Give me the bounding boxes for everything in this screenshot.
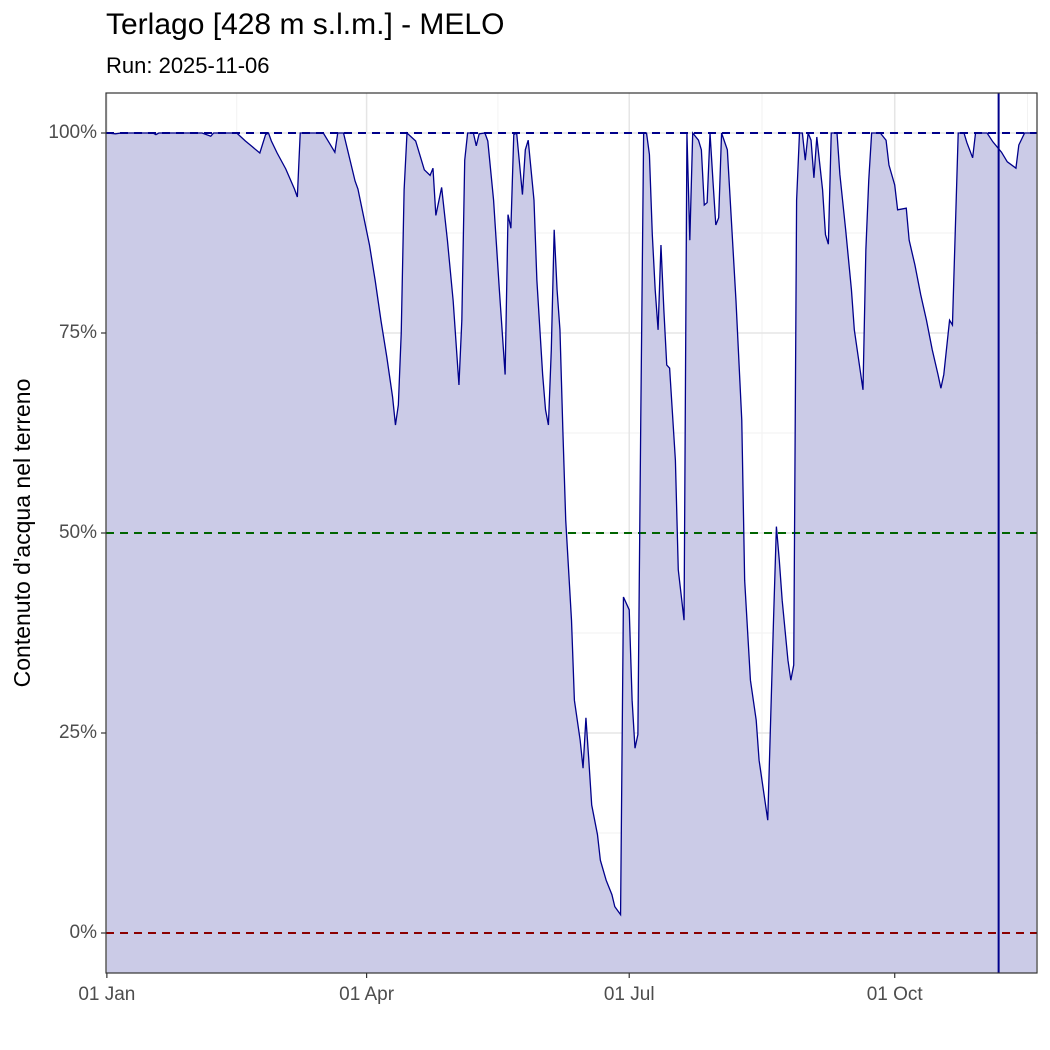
chart-title: Terlago [428 m s.l.m.] - MELO bbox=[106, 8, 504, 41]
x-tick-label: 01 Oct bbox=[867, 984, 924, 1005]
x-tick-label: 01 Jul bbox=[604, 984, 655, 1005]
chart-subtitle: Run: 2025-11-06 bbox=[106, 53, 270, 78]
y-tick-label: 100% bbox=[48, 122, 97, 143]
x-tick-label: 01 Apr bbox=[339, 984, 395, 1005]
line bbox=[106, 131, 1037, 917]
area bbox=[106, 133, 1037, 973]
y-axis-label: Contenuto d'acqua nel terreno bbox=[9, 379, 35, 688]
y-tick-label: 50% bbox=[59, 522, 97, 543]
y-tick-label: 0% bbox=[70, 922, 98, 943]
y-tick-label: 25% bbox=[59, 722, 97, 743]
x-tick-label: 01 Jan bbox=[78, 984, 135, 1005]
y-tick-label: 75% bbox=[59, 322, 97, 343]
